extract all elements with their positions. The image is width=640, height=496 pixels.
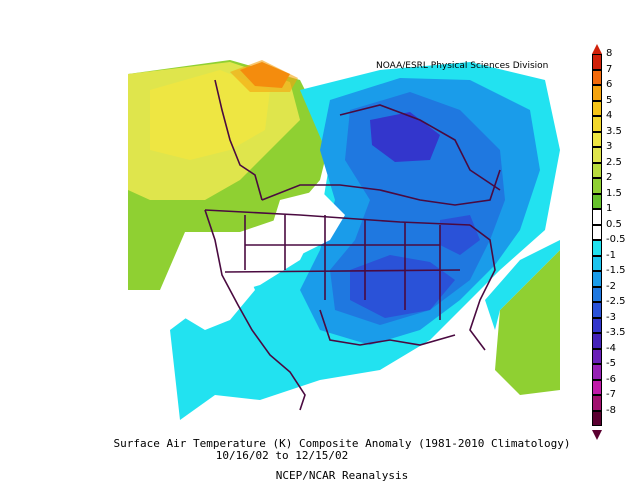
colorbar-cell (592, 240, 602, 256)
colorbar-cell (592, 364, 602, 380)
colorbar-cell (592, 209, 602, 225)
colorbar-cell (592, 302, 602, 318)
colorbar-label: 6 (606, 79, 613, 90)
colorbar-label: -0.5 (606, 234, 626, 245)
caption-title: Surface Air Temperature (K) Composite An… (113, 437, 571, 450)
alaska-strong-anomaly (150, 70, 270, 160)
colorbar-label: -6 (606, 373, 616, 385)
political-boundaries (204, 79, 501, 411)
colorbar-cell (592, 100, 602, 116)
colorbar-cell (592, 410, 602, 426)
colorbar-label: 3 (606, 141, 613, 152)
neutral-band-sw (180, 255, 255, 330)
colorbar-label: -1.5 (606, 265, 626, 276)
colorbar-label: -8 (606, 404, 616, 416)
colorbar-cell (592, 54, 602, 70)
colorbar-bottom-arrow (592, 430, 602, 440)
nw-hotspot-rim (230, 60, 298, 92)
colorbar-cell (592, 178, 602, 194)
colorbar-cell (592, 116, 602, 132)
colorbar-top-arrow (592, 44, 602, 54)
colorbar-label: 5 (606, 94, 613, 106)
colorbar-cell (592, 131, 602, 147)
colorbar-label: 3.5 (606, 125, 622, 137)
colorbar-cell (592, 162, 602, 178)
colorbar-label: -1 (606, 249, 616, 261)
colorbar-cell (592, 193, 602, 209)
colorbar-cell (592, 147, 602, 163)
colorbar-label: -2.5 (606, 296, 626, 307)
colorbar-cell (592, 333, 602, 349)
colorbar-cell (592, 255, 602, 271)
colorbar-cell (592, 379, 602, 395)
colorbar-cell (592, 348, 602, 364)
colorbar-label: -3.5 (606, 327, 626, 338)
colorbar-cell (592, 286, 602, 302)
colorbar-label: -2 (606, 280, 616, 292)
colorbar-cell (592, 69, 602, 85)
colorbar-cell (592, 395, 602, 411)
caribbean-cyan-rim (485, 240, 560, 330)
colorbar-cell (592, 271, 602, 287)
colorbar-label: 2.5 (606, 156, 622, 168)
colorbar-cell (592, 85, 602, 101)
colorbar-label: 0.5 (606, 218, 622, 230)
caribbean-positive-anomaly (495, 250, 560, 395)
colorbar-label: 2 (606, 172, 613, 183)
caption-dates: 10/16/02 to 12/15/02 (215, 449, 349, 462)
colorbar-cell (592, 317, 602, 333)
colorbar-label: 8 (606, 48, 613, 59)
colorbar-label: -5 (606, 358, 616, 369)
colorbar-label: -3 (606, 311, 616, 323)
colorbar-label: 4 (606, 110, 613, 121)
colorbar-label: 1.5 (606, 187, 622, 199)
colorbar-cell (592, 224, 602, 240)
colorbar-label: -7 (606, 389, 616, 400)
colorbar-label: -4 (606, 342, 616, 354)
deep-blue-negative-anomaly (370, 112, 440, 162)
credit-text: NOAA/ESRL Physical Sciences Division (376, 61, 549, 71)
caption-source: NCEP/NCAR Reanalysis (275, 469, 409, 482)
colorbar-label: 7 (606, 63, 613, 75)
colorbar-label: 1 (606, 203, 613, 214)
